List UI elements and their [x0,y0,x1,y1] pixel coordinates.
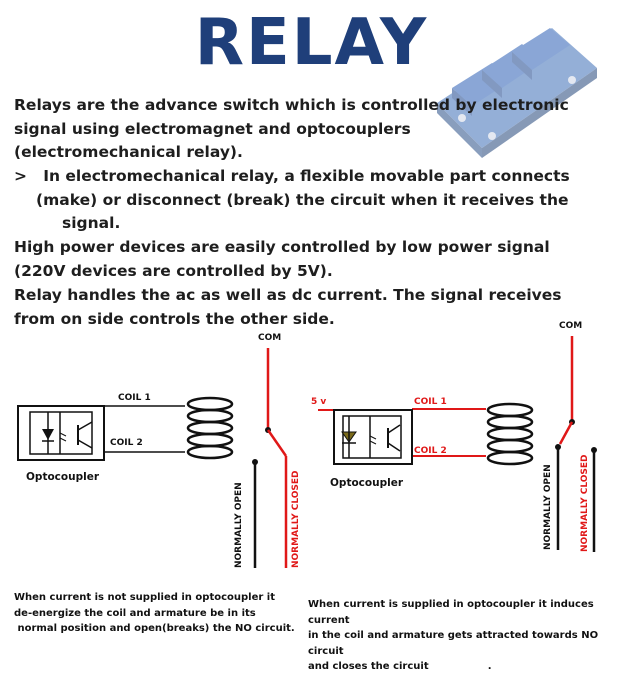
optocoupler-box [17,405,105,461]
optocoupler-label: Optocoupler [26,471,100,483]
normally-closed-label: NORMALLY CLOSED [291,470,301,568]
intro-line: (electromechanical relay). [14,143,243,161]
optocoupler-label: Optocoupler [330,477,404,489]
intro-line: signal using electromagnet and optocoupl… [14,119,411,138]
coil2-label: COIL 2 [414,446,447,456]
bullet-marker: > [14,167,27,185]
voltage-label: 5 v [311,397,326,407]
coil1-label: COIL 1 [414,397,447,407]
caption-right: When current is supplied in optocoupler … [308,597,623,675]
com-label: COM [258,333,281,343]
power-line: High power devices are easily controlled… [14,238,550,256]
diagram-left: COM COIL 1 COIL 2 Optocoupler NORMALLY O… [17,333,301,568]
diagram-right: COM 5 v COIL 1 COIL 2 Optocoupler NORMAL… [311,321,597,552]
normally-open-label: NORMALLY OPEN [543,464,553,550]
caption-line: and closes the circuit . [308,661,492,672]
caption-line: normal position and open(breaks) the NO … [14,623,295,634]
intro-line: Relays are the advance switch which is c… [14,96,569,114]
coil-icon [486,402,534,466]
power-paragraph: High power devices are easily controlled… [14,236,550,283]
coil-icon [186,396,234,460]
armature [558,421,574,445]
power-line: (220V devices are controlled by 5V). [14,261,333,280]
bullet-text: In electromechanical relay, a flexible m… [43,167,570,185]
caption-line: When current is not supplied in optocoup… [14,592,275,603]
page-title: RELAY [194,6,429,80]
coil1-label: COIL 1 [118,393,151,403]
caption-line: in the coil and armature gets attracted … [308,630,599,657]
caption-left: When current is not supplied in optocoup… [14,590,295,637]
relay-module-image [437,28,597,158]
caption-line: de-energize the coil and armature be in … [14,607,256,619]
bullet-line: > In electromechanical relay, a flexible… [14,165,570,189]
intro-paragraph: Relays are the advance switch which is c… [14,94,569,165]
normally-open-label: NORMALLY OPEN [234,482,244,568]
coil2-label: COIL 2 [110,438,143,448]
acdc-line: from on side controls the other side. [14,309,335,328]
relay-diagrams: COM COIL 1 COIL 2 Optocoupler NORMALLY O… [17,321,597,568]
armature [266,429,288,457]
normally-closed-label: NORMALLY CLOSED [580,454,590,552]
bullet-line: signal. [62,214,121,232]
acdc-line: Relay handles the ac as well as dc curre… [14,286,562,304]
caption-line: When current is supplied in optocoupler … [308,599,594,626]
optocoupler-box [333,409,413,465]
bullet-paragraph: > In electromechanical relay, a flexible… [14,165,570,236]
acdc-paragraph: Relay handles the ac as well as dc curre… [14,284,562,331]
com-label: COM [559,321,582,331]
bullet-line: (make) or disconnect (break) the circuit… [36,190,569,209]
